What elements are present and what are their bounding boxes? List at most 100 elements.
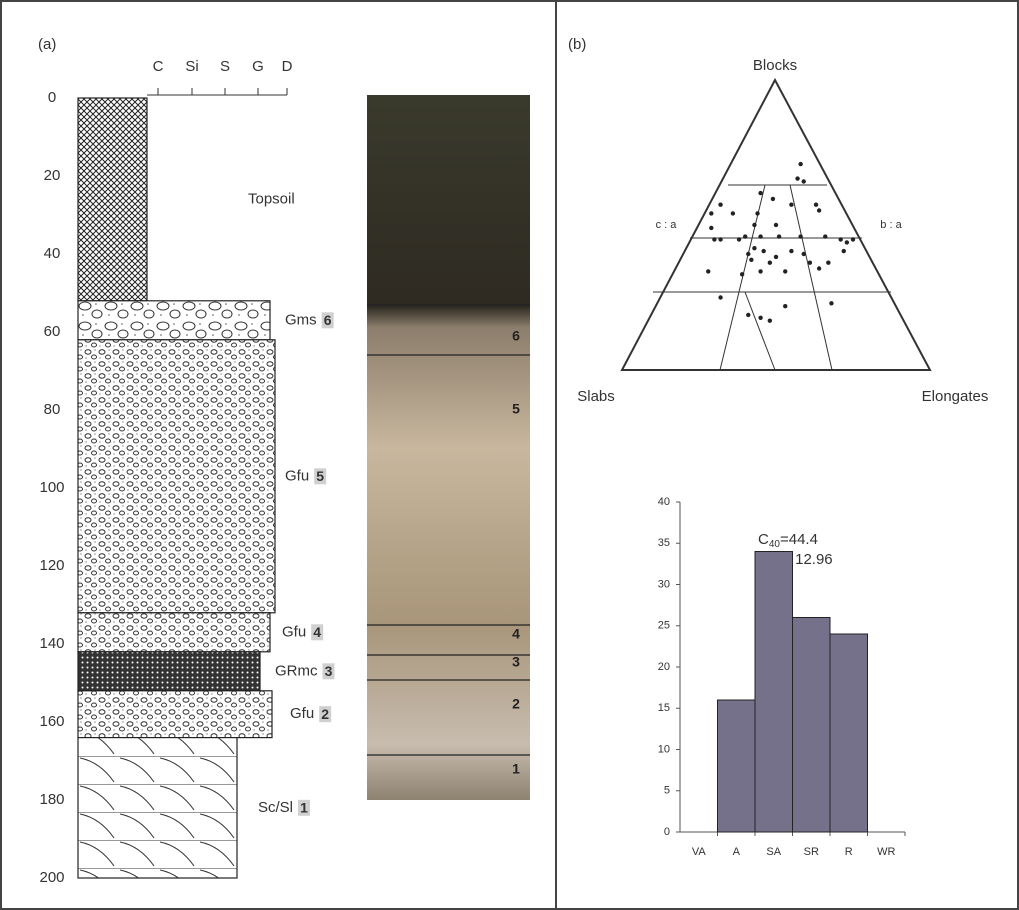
x-tick-label: WR: [877, 846, 895, 858]
point: [795, 176, 799, 180]
point: [817, 266, 821, 270]
panel-label: (b): [568, 36, 586, 53]
depth-tick-label: 160: [39, 713, 64, 730]
point: [768, 261, 772, 265]
x-tick-label: A: [733, 846, 741, 858]
depth-tick-label: 20: [44, 167, 61, 184]
log-unit: [78, 301, 270, 340]
x-tick-label: SA: [766, 846, 781, 858]
point: [789, 203, 793, 207]
log-unit: [78, 652, 260, 691]
point: [774, 255, 778, 259]
point: [845, 240, 849, 244]
figure: (a) (b) C40=44.4 RA = 12.96 020406080100…: [0, 0, 1019, 910]
depth-tick-label: 60: [44, 323, 61, 340]
log-unit: [78, 613, 270, 652]
grain-label: C: [153, 58, 164, 75]
photo-unit-number: 4: [512, 626, 520, 642]
unit-number: 5: [316, 468, 324, 484]
y-tick-label: 40: [658, 496, 670, 508]
depth-tick-label: 40: [44, 245, 61, 262]
photo-unit-number: 2: [512, 696, 520, 712]
point: [826, 261, 830, 265]
point: [842, 249, 846, 253]
point: [718, 237, 722, 241]
grain-label: D: [282, 58, 293, 75]
unit-label: Topsoil: [248, 190, 295, 207]
depth-tick-label: 200: [39, 869, 64, 886]
apex-label: Blocks: [753, 57, 797, 74]
unit-label: Sc/Sl: [258, 799, 293, 816]
bar: [793, 618, 831, 833]
point: [718, 203, 722, 207]
point: [709, 226, 713, 230]
panel-label: (a): [38, 36, 56, 53]
annotation: C40=44.4: [758, 531, 818, 550]
x-tick-label: R: [845, 846, 853, 858]
photo-unit-number: 5: [512, 401, 520, 417]
point: [709, 211, 713, 215]
point: [774, 223, 778, 227]
point: [829, 301, 833, 305]
depth-tick-label: 180: [39, 791, 64, 808]
point: [743, 234, 747, 238]
point: [798, 234, 802, 238]
point: [737, 237, 741, 241]
photo-unit-number: 1: [512, 761, 520, 777]
y-tick-label: 30: [658, 578, 670, 590]
unit-label: Gfu: [290, 705, 314, 722]
photo-unit-number: 6: [512, 328, 520, 344]
depth-tick-label: 80: [44, 401, 61, 418]
point: [808, 261, 812, 265]
point: [746, 252, 750, 256]
unit-label: Gfu: [282, 623, 306, 640]
point: [706, 269, 710, 273]
point: [755, 211, 759, 215]
photo-unit-number: 3: [512, 654, 520, 670]
bar: [718, 700, 756, 832]
unit-label: Gms: [285, 311, 317, 328]
depth-tick-label: 100: [39, 479, 64, 496]
point: [731, 211, 735, 215]
point: [777, 234, 781, 238]
point: [746, 313, 750, 317]
depth-tick-label: 140: [39, 635, 64, 652]
depth-tick-label: 120: [39, 557, 64, 574]
side-label: b : a: [880, 219, 902, 231]
unit-number: 6: [324, 312, 332, 328]
point: [851, 237, 855, 241]
unit-number: 2: [321, 706, 329, 722]
point: [752, 246, 756, 250]
unit-label: GRmc: [275, 662, 318, 679]
y-tick-label: 35: [658, 537, 670, 549]
bar: [755, 552, 793, 833]
point: [718, 295, 722, 299]
y-tick-label: 15: [658, 702, 670, 714]
point: [740, 272, 744, 276]
grain-label: S: [220, 58, 230, 75]
point: [817, 208, 821, 212]
depth-tick-label: 0: [48, 89, 56, 106]
point: [712, 237, 716, 241]
y-tick-label: 25: [658, 620, 670, 632]
log-unit: [78, 98, 147, 301]
point: [783, 304, 787, 308]
point: [758, 269, 762, 273]
point: [783, 269, 787, 273]
point: [761, 249, 765, 253]
point: [802, 252, 806, 256]
unit-number: 3: [325, 663, 333, 679]
point: [749, 258, 753, 262]
x-tick-label: VA: [692, 846, 707, 858]
y-tick-label: 20: [658, 661, 670, 673]
photo: [367, 95, 530, 800]
bar: [830, 634, 868, 832]
log-unit: [78, 340, 275, 613]
log-unit: [78, 691, 272, 738]
unit-number: 4: [313, 624, 321, 640]
point: [758, 234, 762, 238]
grain-label: Si: [185, 58, 198, 75]
point: [768, 319, 772, 323]
grain-label: G: [252, 58, 264, 75]
unit-number: 1: [300, 800, 308, 816]
